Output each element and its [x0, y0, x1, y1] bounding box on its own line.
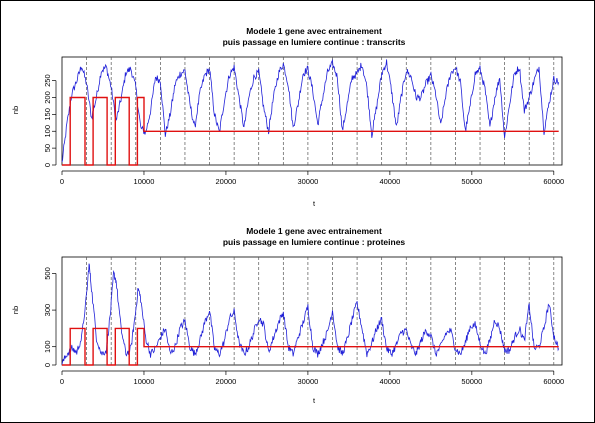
y-tick-label: 0	[43, 163, 52, 167]
y-tick-label: 250	[43, 74, 52, 87]
x-tick-label: 0	[60, 177, 64, 186]
x-tick-label: 30000	[297, 377, 318, 386]
y-tick-label: 200	[43, 91, 52, 104]
x-axis-label: t	[313, 396, 316, 405]
x-tick-label: 10000	[134, 377, 155, 386]
chart-subtitle: puis passage en lumiere continue : trans…	[223, 37, 406, 47]
x-tick-label: 40000	[379, 377, 400, 386]
x-tick-label: 20000	[216, 377, 237, 386]
x-tick-label: 0	[60, 377, 64, 386]
y-tick-label: 50	[43, 144, 52, 152]
chart-transcrits: Modele 1 gene avec entrainement puis pas…	[11, 26, 564, 208]
y-tick-label: 500	[43, 267, 52, 280]
series-line-forcing	[62, 96, 559, 166]
x-tick-label: 40000	[379, 177, 400, 186]
x-tick-label: 50000	[461, 377, 482, 386]
y-tick-label: 300	[43, 304, 52, 317]
x-tick-label: 20000	[216, 177, 237, 186]
x-tick-label: 10000	[134, 177, 155, 186]
chart-proteines: Modele 1 gene avec entrainement puis pas…	[11, 226, 564, 405]
series-line-noisy	[61, 263, 560, 365]
series-line-forcing	[62, 327, 559, 366]
y-tick-label: 100	[43, 125, 52, 138]
x-tick-label: 30000	[297, 177, 318, 186]
x-tick-label: 60000	[543, 377, 564, 386]
x-tick-label: 50000	[461, 177, 482, 186]
y-tick-label: 150	[43, 108, 52, 121]
y-tick-label: 100	[43, 340, 52, 353]
y-tick-label: 0	[43, 363, 52, 367]
plot-box	[61, 256, 563, 366]
x-axis-label: t	[313, 199, 316, 208]
series-line-noisy	[61, 59, 560, 163]
x-tick-label: 60000	[543, 177, 564, 186]
y-axis-label: nb	[11, 306, 20, 314]
chart-title: Modele 1 gene avec entrainement	[246, 226, 382, 236]
y-axis-label: nb	[11, 106, 20, 114]
chart-subtitle: puis passage en lumiere continue : prote…	[223, 237, 406, 247]
chart-title: Modele 1 gene avec entrainement	[246, 26, 382, 36]
plot-box	[61, 56, 563, 166]
